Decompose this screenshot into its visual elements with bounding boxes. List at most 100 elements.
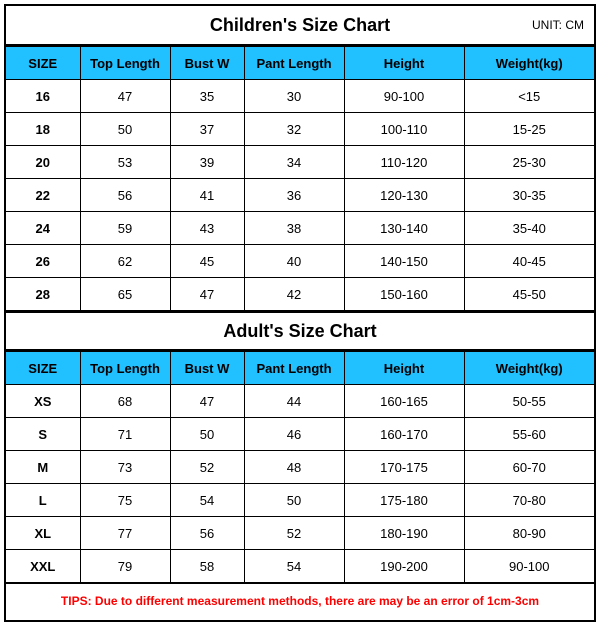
size-cell: 24 <box>6 212 80 245</box>
size-cell: 26 <box>6 245 80 278</box>
size-cell: XXL <box>6 550 80 583</box>
size-cell: 16 <box>6 80 80 113</box>
value-cell: 100-110 <box>344 113 464 146</box>
value-cell: 79 <box>80 550 170 583</box>
value-cell: 170-175 <box>344 451 464 484</box>
size-cell: XS <box>6 385 80 418</box>
value-cell: 50 <box>80 113 170 146</box>
col-header: SIZE <box>6 47 80 80</box>
value-cell: 30-35 <box>464 179 594 212</box>
size-cell: S <box>6 418 80 451</box>
col-header: SIZE <box>6 352 80 385</box>
value-cell: 48 <box>244 451 344 484</box>
value-cell: 37 <box>170 113 244 146</box>
value-cell: 35 <box>170 80 244 113</box>
value-cell: 32 <box>244 113 344 146</box>
size-cell: 22 <box>6 179 80 212</box>
table-row: XL775652180-19080-90 <box>6 517 594 550</box>
col-header: Bust W <box>170 47 244 80</box>
value-cell: 53 <box>80 146 170 179</box>
value-cell: 73 <box>80 451 170 484</box>
value-cell: 43 <box>170 212 244 245</box>
col-header: Top Length <box>80 352 170 385</box>
value-cell: 35-40 <box>464 212 594 245</box>
size-cell: 18 <box>6 113 80 146</box>
table-row: 26624540140-15040-45 <box>6 245 594 278</box>
value-cell: 180-190 <box>344 517 464 550</box>
tips-note: TIPS: Due to different measurement metho… <box>6 583 594 620</box>
size-cell: L <box>6 484 80 517</box>
value-cell: 175-180 <box>344 484 464 517</box>
value-cell: 34 <box>244 146 344 179</box>
value-cell: 120-130 <box>344 179 464 212</box>
size-cell: M <box>6 451 80 484</box>
value-cell: 65 <box>80 278 170 311</box>
value-cell: 54 <box>244 550 344 583</box>
adult-title: Adult's Size Chart <box>223 321 376 342</box>
value-cell: 62 <box>80 245 170 278</box>
col-header: Weight(kg) <box>464 47 594 80</box>
value-cell: 40-45 <box>464 245 594 278</box>
col-header: Pant Length <box>244 47 344 80</box>
children-header-row: SIZE Top Length Bust W Pant Length Heigh… <box>6 47 594 80</box>
value-cell: 130-140 <box>344 212 464 245</box>
table-row: 22564136120-13030-35 <box>6 179 594 212</box>
col-header: Top Length <box>80 47 170 80</box>
value-cell: 47 <box>80 80 170 113</box>
value-cell: 38 <box>244 212 344 245</box>
value-cell: 54 <box>170 484 244 517</box>
children-title-row: Children's Size Chart UNIT: CM <box>6 6 594 46</box>
size-cell: XL <box>6 517 80 550</box>
value-cell: 42 <box>244 278 344 311</box>
adult-title-row: Adult's Size Chart <box>6 311 594 351</box>
value-cell: 25-30 <box>464 146 594 179</box>
table-row: M735248170-17560-70 <box>6 451 594 484</box>
children-title: Children's Size Chart <box>210 15 390 36</box>
value-cell: 47 <box>170 278 244 311</box>
table-row: L755450175-18070-80 <box>6 484 594 517</box>
value-cell: 90-100 <box>344 80 464 113</box>
value-cell: 90-100 <box>464 550 594 583</box>
value-cell: 41 <box>170 179 244 212</box>
value-cell: 30 <box>244 80 344 113</box>
value-cell: 46 <box>244 418 344 451</box>
value-cell: 52 <box>170 451 244 484</box>
value-cell: 150-160 <box>344 278 464 311</box>
col-header: Height <box>344 352 464 385</box>
value-cell: 36 <box>244 179 344 212</box>
value-cell: 59 <box>80 212 170 245</box>
value-cell: 45-50 <box>464 278 594 311</box>
value-cell: 56 <box>170 517 244 550</box>
value-cell: 80-90 <box>464 517 594 550</box>
value-cell: <15 <box>464 80 594 113</box>
table-row: S715046160-17055-60 <box>6 418 594 451</box>
table-row: 1647353090-100<15 <box>6 80 594 113</box>
table-row: 18503732100-11015-25 <box>6 113 594 146</box>
value-cell: 110-120 <box>344 146 464 179</box>
value-cell: 47 <box>170 385 244 418</box>
value-cell: 71 <box>80 418 170 451</box>
value-cell: 45 <box>170 245 244 278</box>
table-row: 24594338130-14035-40 <box>6 212 594 245</box>
size-cell: 20 <box>6 146 80 179</box>
value-cell: 140-150 <box>344 245 464 278</box>
size-cell: 28 <box>6 278 80 311</box>
table-row: 20533934110-12025-30 <box>6 146 594 179</box>
value-cell: 52 <box>244 517 344 550</box>
adult-header-row: SIZE Top Length Bust W Pant Length Heigh… <box>6 352 594 385</box>
value-cell: 75 <box>80 484 170 517</box>
table-row: XXL795854190-20090-100 <box>6 550 594 583</box>
value-cell: 58 <box>170 550 244 583</box>
value-cell: 44 <box>244 385 344 418</box>
value-cell: 56 <box>80 179 170 212</box>
size-chart-container: Children's Size Chart UNIT: CM SIZE Top … <box>4 4 596 622</box>
value-cell: 40 <box>244 245 344 278</box>
value-cell: 60-70 <box>464 451 594 484</box>
value-cell: 77 <box>80 517 170 550</box>
value-cell: 160-170 <box>344 418 464 451</box>
value-cell: 50 <box>170 418 244 451</box>
col-header: Weight(kg) <box>464 352 594 385</box>
table-row: 28654742150-16045-50 <box>6 278 594 311</box>
adult-table: SIZE Top Length Bust W Pant Length Heigh… <box>6 351 594 583</box>
table-row: XS684744160-16550-55 <box>6 385 594 418</box>
